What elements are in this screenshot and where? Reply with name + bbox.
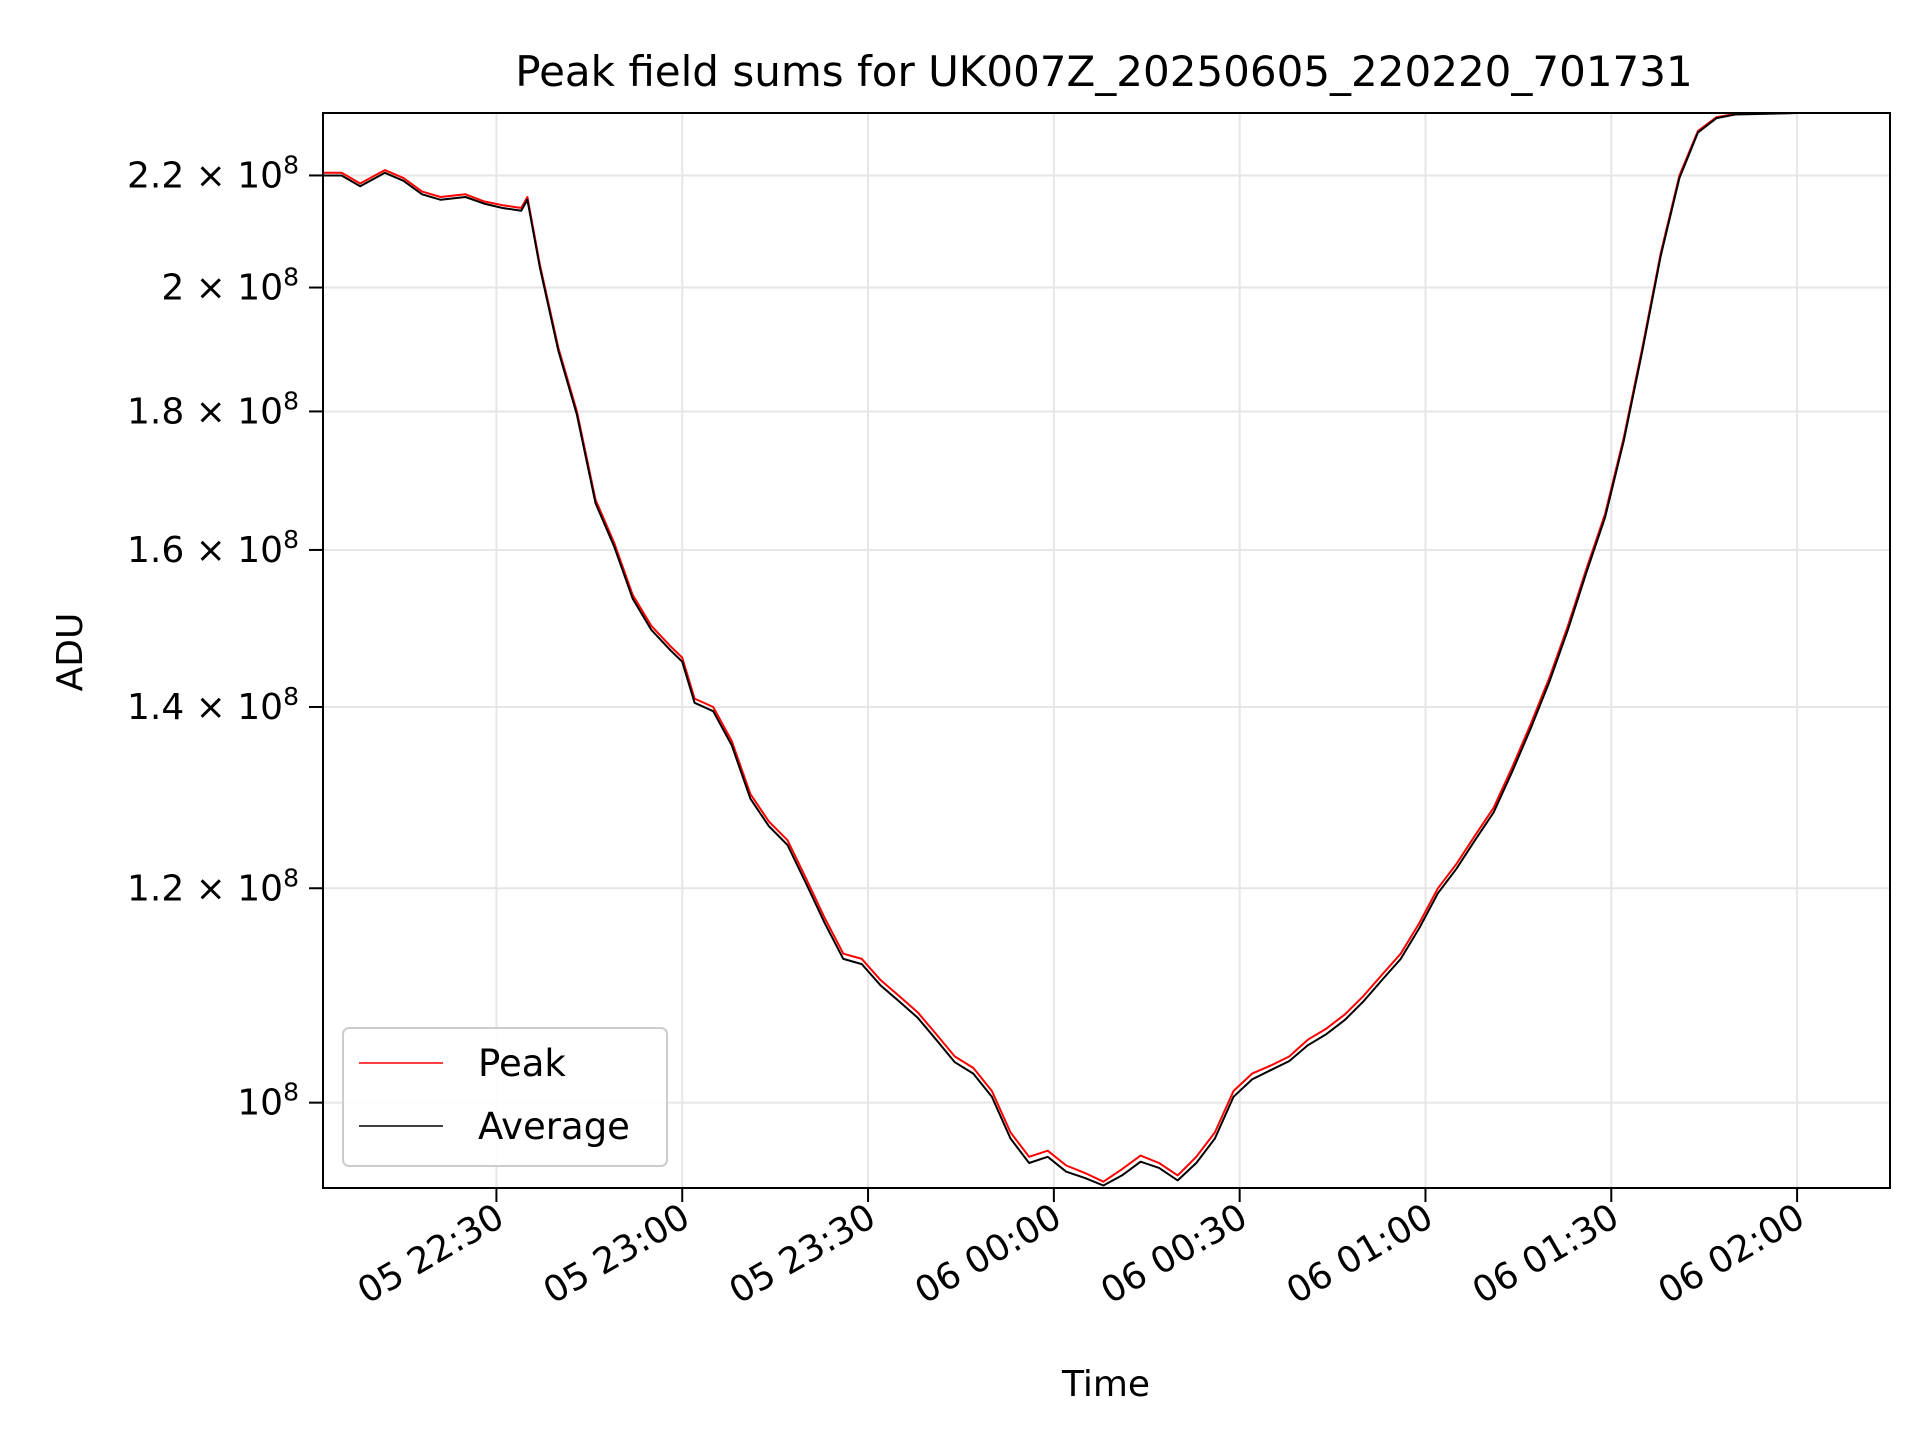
x-tick-label: 06 02:00 xyxy=(1652,1196,1812,1312)
y-tick-mantissa: 1.8 × 10 xyxy=(127,391,283,432)
y-tick-mantissa: 2 × 10 xyxy=(161,268,283,309)
y-tick-mantissa: 2.2 × 10 xyxy=(127,155,283,196)
legend-label-average: Average xyxy=(478,1105,630,1148)
series-line-peak xyxy=(323,113,1798,1183)
x-axis: 05 22:30 05 23:00 05 23:30 06 00:00 06 00:30… xyxy=(351,1188,1812,1312)
series-line-average xyxy=(323,113,1798,1187)
x-tick-label: 06 00:30 xyxy=(1094,1196,1254,1312)
y-tick-label: 2 × 108 xyxy=(161,263,299,309)
x-axis-label: Time xyxy=(1061,1364,1150,1405)
y-tick-exponent: 8 xyxy=(283,386,299,415)
x-tick-label: 05 22:30 xyxy=(351,1196,511,1312)
legend-label-peak: Peak xyxy=(478,1042,566,1085)
y-tick-label: 1.8 × 108 xyxy=(127,386,299,432)
series-layer xyxy=(323,113,1798,1187)
y-tick-label: 2.2 × 108 xyxy=(127,150,299,196)
y-tick-exponent: 8 xyxy=(283,263,299,292)
y-tick-mantissa: 1.6 × 10 xyxy=(127,530,283,571)
y-tick-mantissa: 1.2 × 10 xyxy=(127,868,283,909)
x-tick-label: 06 00:00 xyxy=(908,1196,1068,1312)
y-tick-exponent: 8 xyxy=(283,682,299,711)
y-tick-exponent: 8 xyxy=(283,1078,299,1107)
y-tick-exponent: 8 xyxy=(283,863,299,892)
y-tick-label: 1.2 × 108 xyxy=(127,863,299,909)
y-tick-label: 1.6 × 108 xyxy=(127,525,299,571)
legend: Peak Average xyxy=(342,1027,668,1167)
grid xyxy=(323,113,1890,1188)
y-tick-mantissa: 1.4 × 10 xyxy=(127,687,283,728)
x-tick-label: 06 01:30 xyxy=(1466,1196,1626,1312)
plot-frame xyxy=(322,112,1891,1189)
y-axis-label: ADU xyxy=(50,613,91,692)
y-tick-label: 1.4 × 108 xyxy=(127,682,299,728)
x-tick-label: 05 23:30 xyxy=(723,1196,883,1312)
x-tick-label: 05 23:00 xyxy=(537,1196,697,1312)
y-tick-exponent: 8 xyxy=(283,525,299,554)
y-tick-label: 108 xyxy=(237,1078,299,1124)
chart-title: Peak field sums for UK007Z_20250605_2202… xyxy=(515,47,1692,96)
x-tick-label: 06 01:00 xyxy=(1280,1196,1440,1312)
y-tick-exponent: 8 xyxy=(283,150,299,179)
y-tick-mantissa: 10 xyxy=(237,1083,283,1124)
